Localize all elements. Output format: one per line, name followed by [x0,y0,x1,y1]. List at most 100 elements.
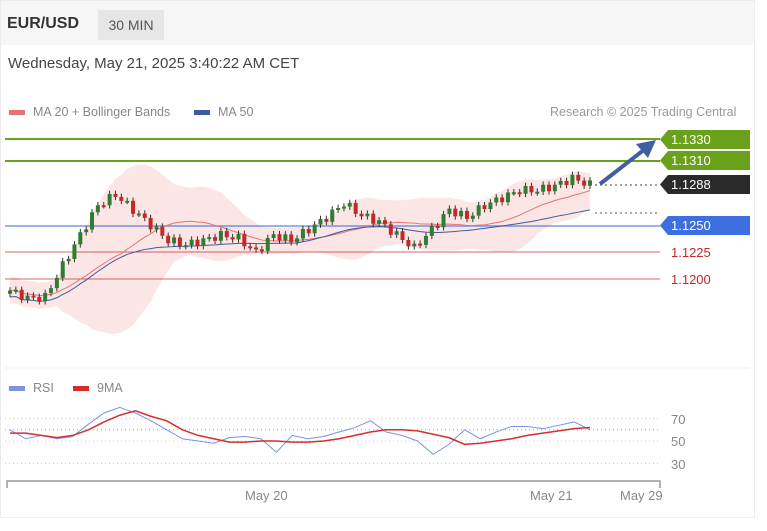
x-tick-may29: May 29 [620,488,663,503]
candle-body [78,232,83,245]
rsi-ma-line [10,409,591,446]
candle-body [406,239,411,247]
candle-body [136,213,141,216]
candle-body [570,174,575,186]
rsi-tick-70: 70 [671,412,686,427]
candle-body [341,206,346,209]
candle-body [429,226,434,236]
candle-body [218,230,223,241]
candle-body [371,213,376,224]
candle-body [330,209,335,222]
candle-body [488,202,493,210]
candle-body [277,234,282,241]
candle-body [189,239,194,246]
candle-body [271,234,276,239]
candle-body [160,226,165,236]
candle-body [295,238,300,243]
level-r2-tag: 1.1330 [660,130,750,149]
candle-body [588,180,592,186]
x-axis [6,480,661,488]
candle-body [306,228,311,234]
candle-body [131,200,136,214]
x-tick-may20: May 20 [245,488,288,503]
candle-body [31,295,36,298]
legend-ma50: MA 50 [194,105,253,119]
candle-body [177,237,182,247]
candle-body [312,224,317,234]
candle-body [242,233,247,247]
candle-body [500,197,505,203]
candle-body [72,244,77,259]
candle-body [107,193,112,206]
candle-body [494,197,499,203]
pivot-tag: 1.1250 [660,216,750,235]
candle-body [166,235,171,244]
timeframe-button[interactable]: 30 MIN [98,10,164,40]
candle-body [248,246,253,249]
candle-body [90,212,95,230]
candle-body [254,247,259,250]
rsi-tick-50: 50 [671,434,686,449]
candle-body [541,184,546,192]
candle-body [353,202,358,214]
candle-body [382,220,387,225]
candle-body [552,184,557,192]
legend-ma20: MA 20 + Bollinger Bands [9,105,170,119]
x-tick-may21: May 21 [530,488,573,503]
candle-body [230,237,235,240]
candle-body [259,249,264,252]
candle-body [359,213,364,217]
candle-body [523,185,528,194]
frame [0,0,755,518]
candle-body [13,289,18,292]
candle-body [511,192,516,195]
candle-body [377,220,382,224]
legend-rsi-ma: 9MA [73,381,123,395]
candle-body [60,261,65,278]
candle-body [546,184,551,192]
candle-body [582,180,587,186]
candle-body [470,215,475,219]
level-r1-tag: 1.1310 [660,151,750,170]
candle-body [289,234,294,243]
legend-ma20-label: MA 20 + Bollinger Bands [33,105,171,119]
candle-body [418,243,423,246]
candle-body [172,237,177,244]
candle-body [482,205,487,210]
candle-body [412,243,417,247]
rsi-line [9,406,591,456]
candle-body [213,237,218,241]
symbol-title: EUR/USD [7,15,80,32]
candle-body [517,192,522,195]
candle-body [505,192,510,203]
candle-body [324,218,329,222]
legend-ma50-label: MA 50 [218,105,254,119]
legend-rsi: RSI [9,381,54,395]
candle-body [95,205,100,213]
candle-body [435,226,440,229]
candle-body [142,213,147,218]
candle-body [119,196,124,201]
candle-body [224,230,229,238]
candle-body [365,213,370,217]
candle-body [558,180,563,185]
candle-body [535,191,540,194]
candle-body [183,245,188,248]
candle-body [423,235,428,245]
level-s2-label: 1.1200 [671,272,711,287]
ma50-swatch [194,109,210,115]
candle-body [37,296,42,302]
forecast-arrow-head [636,140,656,158]
forecast-arrow [598,147,647,186]
candle-body [265,238,270,251]
rsi-tick-30: 30 [671,457,686,472]
candle-body [576,174,581,181]
candle-body [125,200,130,203]
candle-body [43,292,48,302]
candle-body [19,289,24,300]
candle-body [101,205,106,208]
candle-body [400,231,405,240]
candle-body [283,234,288,241]
